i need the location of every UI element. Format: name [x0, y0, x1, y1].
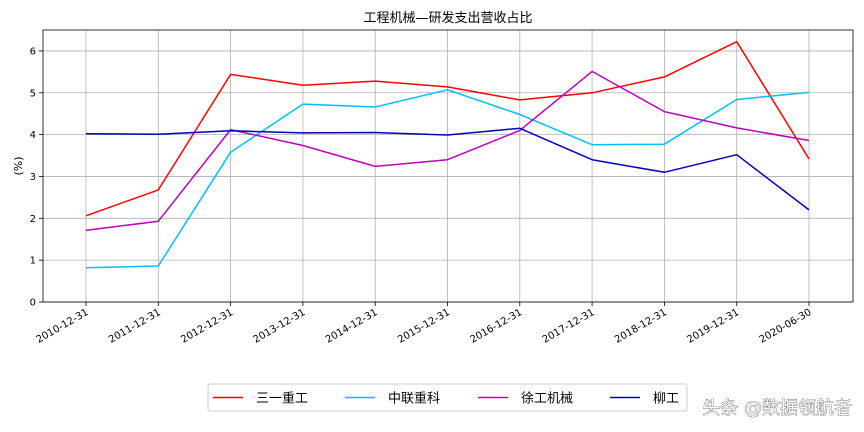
x-tick-label: 2011-12-31	[107, 307, 163, 346]
x-tick-label: 2013-12-31	[252, 307, 308, 346]
y-tick-label: 1	[30, 256, 36, 267]
legend-label: 三一重工	[256, 391, 308, 407]
y-tick-label: 2	[30, 214, 36, 225]
legend-label: 徐工机械	[521, 392, 573, 407]
y-tick-label: 4	[30, 130, 36, 141]
y-tick-label: 6	[30, 46, 36, 57]
legend-label: 柳工	[653, 392, 679, 407]
chart-title: 工程机械—研发支出营收占比	[363, 10, 532, 26]
series-lines	[85, 40, 810, 269]
y-tick-label: 5	[30, 88, 36, 99]
series-line-三一重工	[85, 40, 810, 217]
plot-frame	[42, 29, 854, 303]
grid-lines	[43, 30, 853, 303]
x-axis-ticks: 2010-12-31 2011-12-31 2012-12-31 2013-12-31…	[35, 302, 814, 346]
x-tick-label: 2019-12-31	[685, 307, 741, 346]
legend-label: 中联重科	[388, 391, 440, 407]
x-tick-label: 2012-12-31	[179, 307, 235, 346]
x-tick-label: 2016-12-31	[468, 307, 524, 346]
x-tick-label: 2014-12-31	[324, 307, 380, 346]
x-tick-label: 2015-12-31	[396, 307, 452, 346]
y-tick-label: 0	[30, 298, 36, 309]
y-tick-label: 3	[30, 172, 36, 183]
x-tick-label: 2017-12-31	[541, 307, 597, 346]
series-line-柳工	[85, 127, 810, 211]
y-axis-ticks: 0 1 2 3 4 5 6	[30, 46, 43, 309]
series-line-中联重科	[85, 89, 810, 269]
x-tick-label: 2020-06-30	[758, 307, 814, 346]
legend-box	[207, 383, 688, 412]
legend: 三一重工 中联重科 徐工机械 柳工	[207, 383, 688, 412]
x-tick-label: 2010-12-31	[35, 307, 91, 346]
x-tick-label: 2018-12-31	[613, 307, 669, 346]
series-line-徐工机械	[85, 70, 810, 232]
y-axis-label: (%)	[12, 156, 25, 175]
watermark: 头条 @数据领航者	[702, 398, 852, 419]
